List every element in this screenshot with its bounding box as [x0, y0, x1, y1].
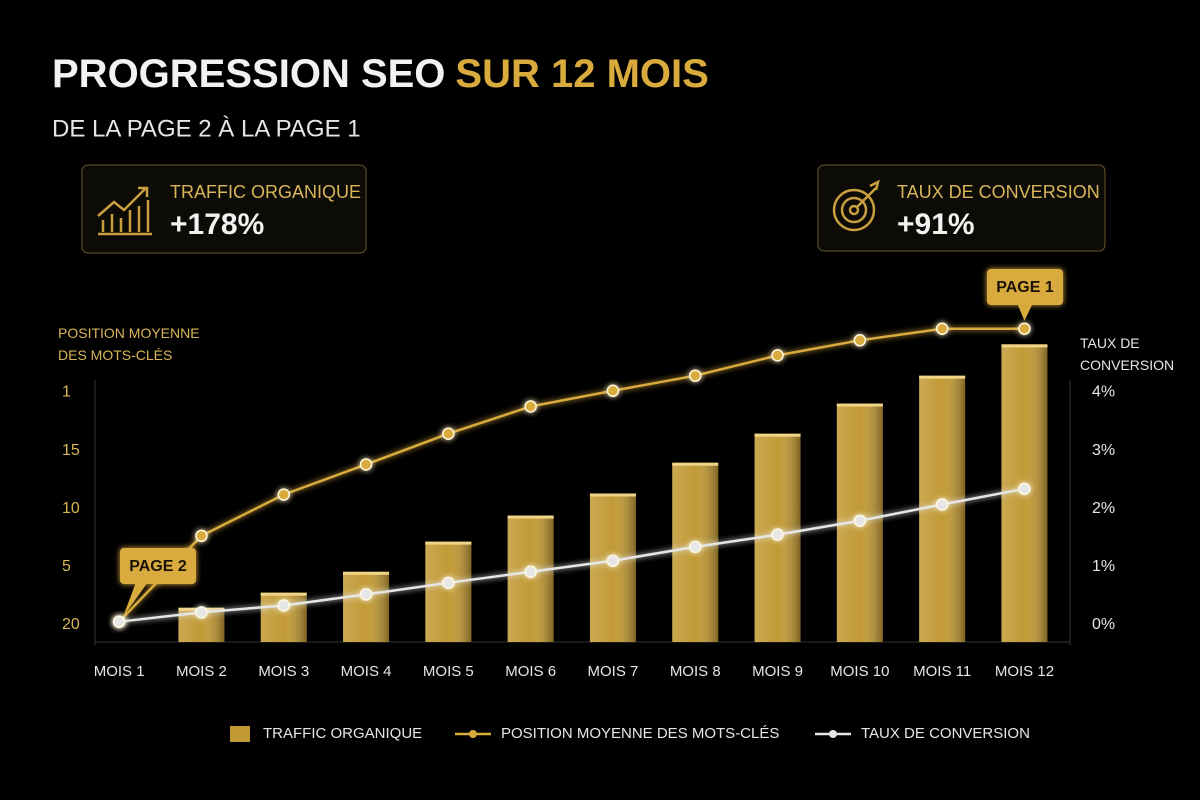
- point: [195, 606, 208, 619]
- line: [118, 327, 1025, 623]
- annotation-pointer: [123, 582, 148, 617]
- y2-tick-label: 1%: [1092, 558, 1115, 575]
- card-icon: [832, 179, 880, 232]
- annotation: PAGE 2: [120, 548, 196, 617]
- point: [689, 369, 702, 382]
- x-tick-label: MOIS 4: [341, 663, 392, 680]
- point: [853, 514, 867, 527]
- point: [442, 576, 455, 590]
- point: [606, 554, 620, 568]
- x-tick-label: MOIS 8: [670, 663, 721, 680]
- y-tick-label: 5: [62, 558, 71, 575]
- legend-label: POSITION MOYENNE DES MOTS-CLÉS: [501, 725, 779, 742]
- y-tick-label: 10: [62, 500, 80, 517]
- y2-tick-label: 0%: [1092, 616, 1115, 633]
- x-tick-label: MOIS 10: [830, 663, 889, 680]
- annotation-pointer: [1017, 303, 1033, 321]
- annotation: PAGE 1: [987, 269, 1063, 321]
- legend-swatch: [829, 730, 837, 738]
- card-value: +178%: [170, 208, 264, 241]
- y2-tick-label: 4%: [1092, 384, 1115, 401]
- x-tick-label: MOIS 12: [995, 663, 1054, 680]
- bar-shade: [425, 541, 472, 642]
- point: [1018, 482, 1031, 496]
- x-tick-label: MOIS 7: [588, 663, 639, 680]
- point: [606, 384, 620, 398]
- bar-shade: [507, 515, 554, 642]
- point: [277, 599, 290, 612]
- x-tick-label: MOIS 3: [258, 663, 309, 680]
- point: [771, 349, 784, 362]
- title-main: PROGRESSION SEO: [52, 52, 445, 96]
- point: [771, 528, 784, 541]
- point: [853, 334, 867, 347]
- point: [689, 540, 702, 554]
- point: [935, 322, 949, 335]
- y-tick-label: 15: [62, 442, 80, 459]
- bar-shade: [343, 571, 390, 642]
- subtitle: DE LA PAGE 2 À LA PAGE 1: [52, 115, 361, 142]
- point: [112, 615, 126, 628]
- y-tick-label: 1: [62, 384, 71, 401]
- x-tick-label: MOIS 2: [176, 663, 227, 680]
- y-axis-title: POSITION MOYENNE DES MOTS-CLÉS: [58, 325, 200, 363]
- legend-swatch: [469, 730, 477, 738]
- x-tick-label: MOIS 6: [505, 663, 556, 680]
- annotation-box: [987, 269, 1063, 305]
- bar-top: [260, 592, 307, 596]
- bar-top: [589, 493, 636, 497]
- bar-top: [425, 541, 472, 545]
- point: [524, 565, 537, 579]
- bar-top: [672, 462, 719, 466]
- legend-label: TAUX DE CONVERSION: [861, 725, 1030, 742]
- legend-swatch: [230, 726, 250, 742]
- point: [935, 498, 949, 511]
- point: [277, 488, 290, 501]
- card: [81, 164, 367, 254]
- card-label: TRAFFIC ORGANIQUE: [170, 182, 361, 202]
- card: [817, 164, 1106, 252]
- point: [524, 400, 537, 413]
- bar-shade: [589, 493, 636, 642]
- bar-top: [1001, 344, 1048, 348]
- card-value: +91%: [897, 208, 975, 241]
- point: [1018, 322, 1031, 335]
- y2-tick-label: 3%: [1092, 442, 1115, 459]
- bar-top: [343, 571, 390, 575]
- x-tick-label: MOIS 11: [913, 663, 971, 680]
- legend-label: TRAFFIC ORGANIQUE: [263, 725, 422, 742]
- annotation-text: PAGE 2: [129, 558, 187, 575]
- point: [359, 588, 373, 601]
- y-tick-label: 20: [62, 616, 80, 633]
- bar-top: [507, 515, 554, 519]
- y2-tick-label: 2%: [1092, 500, 1115, 517]
- point: [359, 458, 373, 471]
- annotation-text: PAGE 1: [996, 279, 1054, 296]
- point: [442, 427, 455, 440]
- line: [119, 487, 1025, 623]
- bar-top: [919, 375, 966, 379]
- chart-title: PROGRESSION SEO SUR 12 MOIS: [52, 52, 709, 96]
- card-icon: [97, 186, 152, 236]
- card-label: TAUX DE CONVERSION: [897, 182, 1100, 202]
- point: [195, 529, 208, 543]
- y2-axis-title: TAUX DE CONVERSION: [1080, 335, 1175, 373]
- annotation-box: [120, 548, 196, 584]
- x-tick-label: MOIS 1: [94, 663, 145, 680]
- bar-top: [754, 433, 801, 437]
- x-tick-label: MOIS 5: [423, 663, 474, 680]
- title-highlight: SUR 12 MOIS: [455, 52, 708, 96]
- bar-top: [836, 403, 883, 407]
- x-tick-label: MOIS 9: [752, 663, 803, 680]
